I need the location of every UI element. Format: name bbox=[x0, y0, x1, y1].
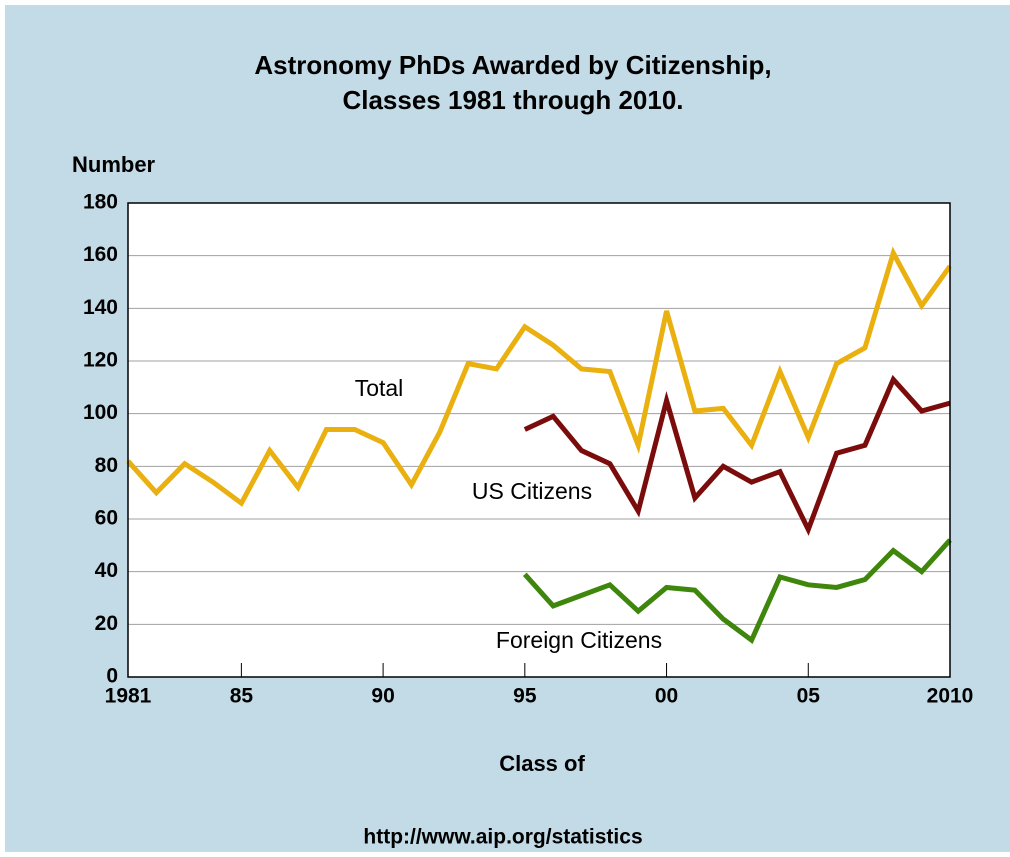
series-line bbox=[126, 246, 953, 507]
series-line bbox=[523, 374, 951, 536]
y-tick-label: 160 bbox=[83, 243, 118, 266]
x-tick-label: 85 bbox=[230, 685, 254, 708]
series-label: Total bbox=[355, 375, 404, 401]
x-tick-label: 00 bbox=[655, 685, 678, 708]
x-tick-label: 2010 bbox=[927, 685, 974, 708]
plot-frame bbox=[127, 202, 951, 678]
x-tick-label: 95 bbox=[513, 685, 537, 708]
y-tick-label: 20 bbox=[95, 612, 118, 635]
y-tick-label: 180 bbox=[83, 191, 118, 214]
y-tick-label: 80 bbox=[95, 454, 118, 477]
x-axis-label: Class of bbox=[499, 751, 585, 776]
series-label: US Citizens bbox=[472, 478, 592, 504]
y-tick-label: 40 bbox=[95, 559, 118, 582]
labels: 0 20 40 60 80 100 120 140 160 180 1981 85 90 95 00 05 20… bbox=[83, 191, 973, 708]
x-tick-label: 90 bbox=[371, 685, 394, 708]
lines bbox=[126, 246, 953, 644]
source: http://www.aip.org/statistics bbox=[363, 826, 642, 849]
chart-title: Classes 1981 through 2010. bbox=[342, 85, 683, 115]
plot-area bbox=[128, 203, 950, 677]
x-tick-label: 05 bbox=[797, 685, 821, 708]
y-tick-label: 60 bbox=[95, 507, 118, 530]
y-axis-label: Number bbox=[72, 152, 156, 177]
chart-title: Astronomy PhDs Awarded by Citizenship, bbox=[254, 50, 771, 80]
y-tick-label: 0 bbox=[106, 665, 118, 688]
y-tick-label: 140 bbox=[83, 296, 118, 319]
y-tick-label: 100 bbox=[83, 401, 118, 424]
y-tick-label: 120 bbox=[83, 349, 118, 372]
x-tick-label: 1981 bbox=[105, 685, 152, 708]
series-label: Foreign Citizens bbox=[496, 627, 662, 653]
series-line bbox=[522, 538, 952, 644]
